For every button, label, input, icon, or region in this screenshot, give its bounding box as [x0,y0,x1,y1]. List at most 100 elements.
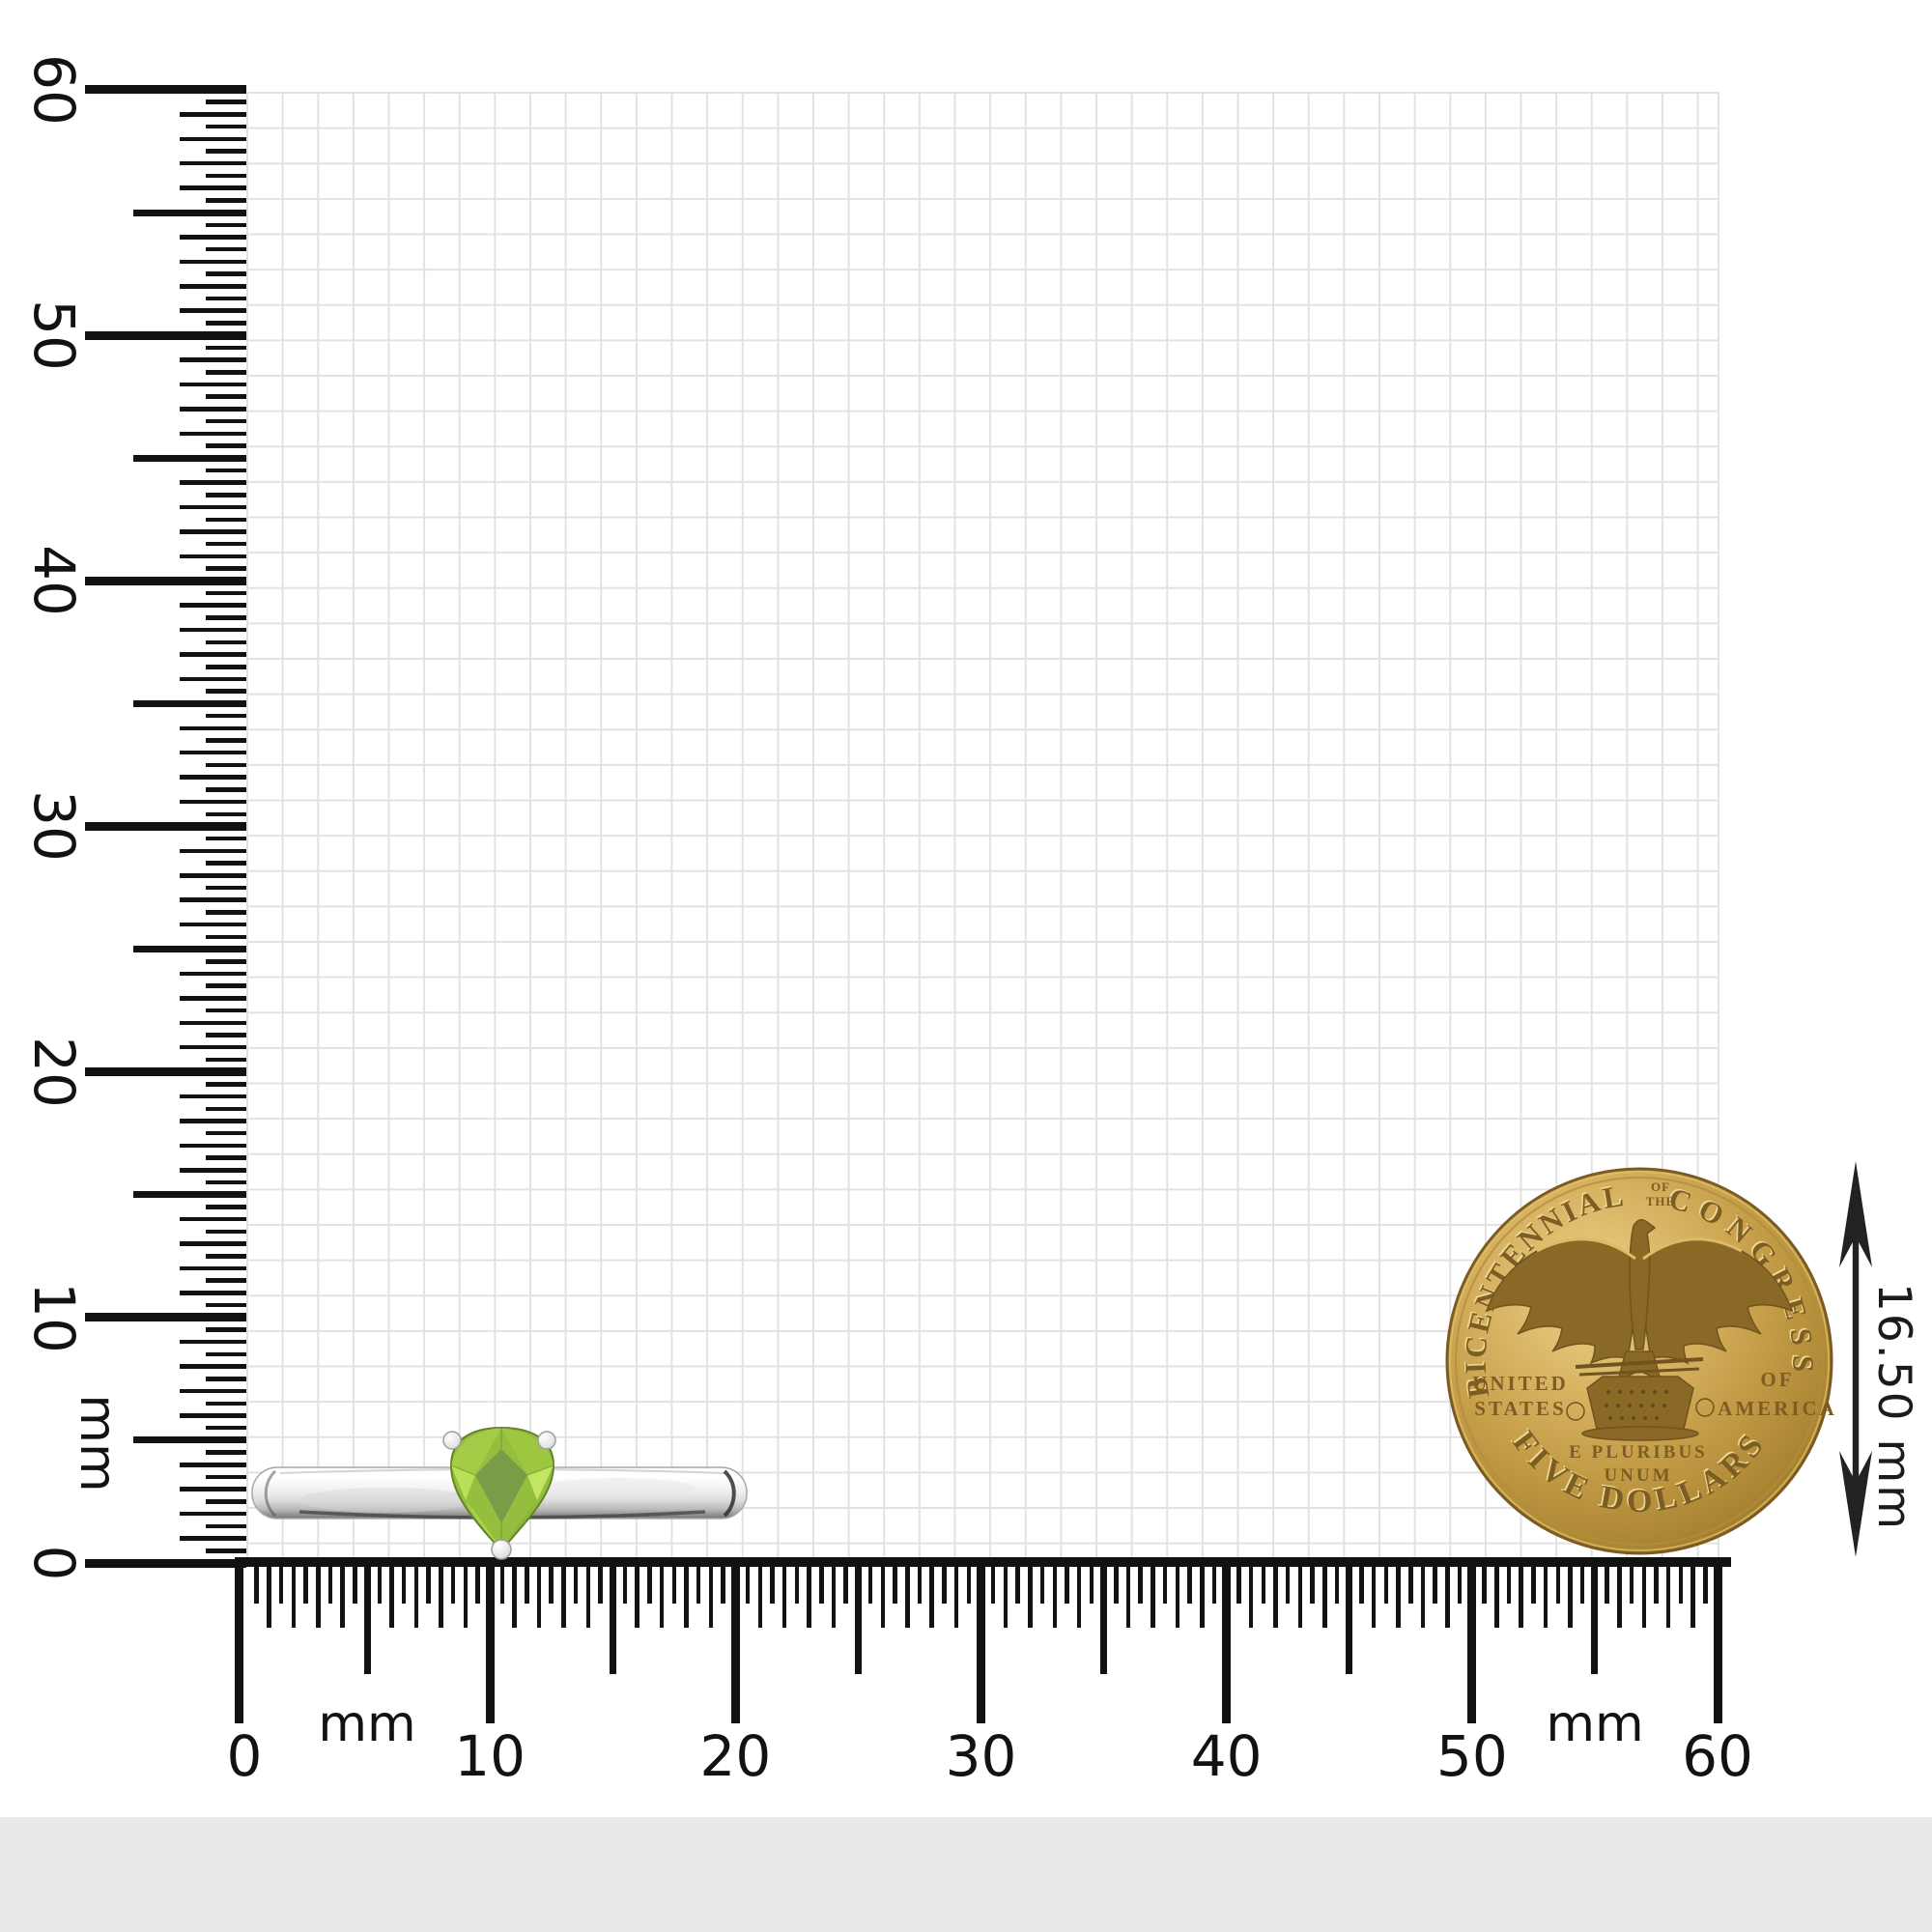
ruler-tick [180,1487,246,1492]
ruler-tick [1162,1563,1168,1604]
ruler-tick [854,1563,862,1674]
ruler-tick [206,1205,246,1209]
ruler-tick [1273,1563,1278,1628]
ruler-tick [180,1020,246,1026]
ruler-tick [180,750,246,755]
ruler-tick [206,1499,246,1504]
ruler-tick [206,1033,246,1037]
ruler-tick [1506,1563,1512,1604]
gemstone [442,1426,556,1560]
ruler-tick [235,1563,243,1723]
ruler-tick [206,173,246,179]
ruler-tick [1261,1563,1266,1604]
ruler-tick [684,1563,689,1628]
ruler-tick [133,209,246,216]
ruler-tick [206,665,246,669]
ruler-tick [206,271,246,276]
ruler-tick [1445,1563,1450,1628]
ruler-tick [1297,1563,1303,1628]
svg-text:THE: THE [1646,1194,1675,1208]
ruler-tick [206,811,246,817]
ruler-tick [966,1563,972,1604]
ruler-tick [206,1229,246,1235]
ruler-tick [85,85,246,95]
ruler-tick [977,1563,985,1723]
ruler-tick [1211,1563,1217,1604]
ruler-tick [85,1558,246,1568]
svg-text:OF: OF [1760,1368,1794,1391]
ruler-tick [1396,1563,1401,1628]
ruler-tick [1457,1563,1463,1604]
eagle-icon [1485,1219,1794,1382]
ruler-tick [1310,1563,1315,1604]
ruler-tick [180,652,246,657]
ruler-tick [206,959,246,964]
ruler-tick [180,529,246,534]
ruler-tick [206,1254,246,1259]
ruler-tick [206,861,246,866]
ruler-tick [1003,1563,1009,1628]
ruler-tick [1654,1563,1659,1604]
ruler-tick [730,1563,740,1723]
svg-text:OF: OF [1651,1179,1670,1194]
ruler-tick [990,1563,996,1604]
ruler-tick [180,1094,246,1099]
ruler-tick [905,1563,910,1628]
ruler-tick [1433,1563,1437,1604]
ruler-tick [1605,1563,1609,1604]
ruler-tick [1629,1563,1634,1604]
ruler-tick [180,431,246,437]
ruler-tick [206,639,246,645]
ruler-tick [1494,1563,1499,1628]
ruler-tick [206,738,246,743]
ruler-tick [206,1155,246,1160]
ruler-tick [180,480,246,485]
ruler-tick [1467,1563,1477,1723]
ruler-tick [180,1463,246,1467]
ruler-tick [180,996,246,1001]
ruler-tick [206,246,246,252]
svg-text:UNUM: UNUM [1604,1465,1672,1486]
ruler-tick [267,1563,271,1628]
svg-text:STATES: STATES [1474,1397,1566,1420]
ruler-tick [942,1563,947,1604]
prong-icon [537,1431,556,1450]
ruler-tick [206,1008,246,1013]
ruler-tick [206,787,246,792]
ruler-tick [180,971,246,977]
ruler-tick [1591,1563,1599,1674]
ruler-tick [206,910,246,915]
ruler-tick [180,1241,246,1246]
ruler-tick [206,370,246,375]
ruler-tick [929,1563,934,1628]
ruler-tick [363,1563,371,1674]
ruler-tick [1703,1563,1708,1604]
ruler-tick [1322,1563,1327,1628]
ruler-tick [206,1401,246,1406]
ruler-tick [180,873,246,878]
ruler-tick [389,1563,394,1628]
ruler-tick [180,1511,246,1517]
ruler-tick [1138,1563,1143,1604]
ruler-tick [1248,1563,1254,1628]
ruler-tick [1028,1563,1033,1628]
ruler-tick [206,517,246,523]
ruler-tick [512,1563,517,1628]
disclaimer-strip: Disclaimer: Due to the unique characteri… [0,1817,1932,1932]
ruler-tick [1089,1563,1094,1604]
ruler-tick [206,468,246,473]
ruler-tick [659,1563,665,1628]
ruler-tick [206,1106,246,1112]
ruler-tick [316,1563,321,1628]
ruler-tick [1482,1563,1487,1604]
ruler-tick [1175,1563,1180,1628]
ruler-tick [206,296,246,301]
ruler-tick [1690,1563,1695,1628]
horizontal-ruler-label: 10 [454,1723,526,1789]
ruler-tick [1408,1563,1413,1604]
ruler-tick [1568,1563,1573,1628]
ring-photo [251,1426,748,1560]
ruler-tick [180,160,246,166]
measurement-arrow-icon [1839,1161,1872,1557]
ruler-tick [180,284,246,289]
